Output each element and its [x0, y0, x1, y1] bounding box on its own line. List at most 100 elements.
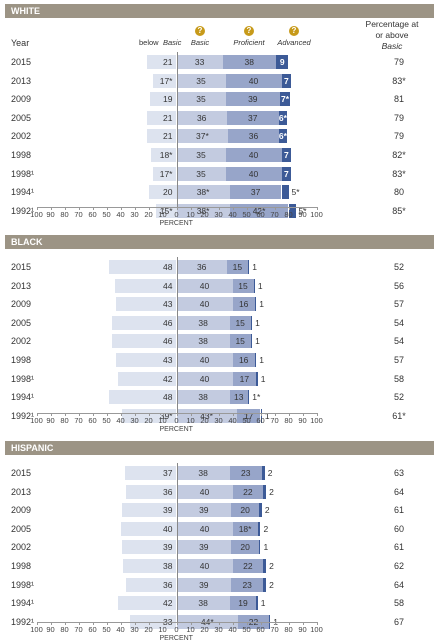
pct-at-or-above-basic: 58 [393, 373, 404, 384]
pct-at-or-above-basic: 79 [393, 57, 404, 67]
x-tick-label: 10 [186, 416, 195, 425]
x-tick-label: 0 [174, 625, 179, 634]
pct-at-or-above-basic: 62 [393, 561, 404, 571]
pct-at-or-above-basic: 58 [393, 598, 404, 609]
x-tick-label: 40 [116, 416, 125, 425]
x-axis-tick [120, 413, 122, 416]
bar-segment-basic: 38 [176, 334, 230, 349]
bar-segment-proficient: 36 [228, 129, 279, 144]
x-axis-tick [92, 207, 94, 210]
x-axis-tick [78, 207, 80, 210]
x-tick-label: 30 [130, 210, 139, 219]
year-label: 2015 [11, 468, 32, 478]
x-tick-label: 40 [228, 416, 237, 425]
x-tick-label: 60 [256, 210, 265, 219]
advanced-value-label: 1 [257, 280, 263, 291]
bar-segment-proficient: 22 [232, 484, 264, 499]
bar-segment-proficient: 39 [225, 92, 281, 107]
proficient-help-icon[interactable]: ? [244, 26, 254, 36]
bar-segment-proficient: 13 [229, 390, 248, 405]
x-tick-label: 60 [88, 625, 97, 634]
x-tick-label: 80 [284, 210, 293, 219]
x-axis-tick [134, 622, 136, 625]
year-label: 1998 [11, 355, 32, 365]
bar-segment-below-basic: 46 [112, 315, 177, 330]
x-tick-label: 50 [242, 625, 251, 634]
x-tick-label: 50 [102, 416, 111, 425]
x-axis-tick [246, 413, 248, 416]
bar-segment-below-basic: 18* [151, 148, 177, 162]
bar-segment-proficient: 15 [226, 260, 248, 274]
x-axis-tick [120, 207, 122, 210]
bar-segment-basic: 35 [176, 92, 226, 107]
year-label: 2013 [11, 75, 32, 86]
x-axis-tick [260, 207, 262, 210]
x-axis-tick [204, 207, 206, 210]
pct-at-or-above-basic: 61 [393, 505, 404, 516]
x-tick-label: 10 [186, 210, 195, 219]
advanced-value-label: 1 [255, 336, 260, 347]
x-tick-label: 0 [174, 210, 179, 219]
pct-at-or-above-basic: 52 [393, 262, 404, 272]
x-axis-tick [134, 413, 136, 416]
zero-line [176, 463, 178, 622]
x-axis-tick [204, 413, 206, 416]
advanced-help-icon[interactable]: ? [289, 26, 299, 36]
x-axis-tick [36, 622, 38, 625]
bar-segment-advanced: 9 [275, 55, 289, 69]
advanced-value-label: 2 [263, 523, 269, 534]
basic-help-icon[interactable]: ? [195, 26, 205, 36]
x-axis-tick [92, 413, 94, 416]
x-tick-label: 50 [102, 625, 111, 634]
year-label: 1992¹ [11, 410, 35, 421]
bar-segment-below-basic: 38 [123, 559, 177, 573]
section-header-hispanic: HISPANIC [5, 441, 434, 455]
bar-segment-proficient: 40 [225, 73, 282, 88]
zero-line [176, 257, 178, 413]
x-axis-tick [190, 207, 192, 210]
bar-segment-advanced [263, 577, 267, 592]
bar-segment-below-basic: 21 [147, 55, 177, 69]
bar-segment-advanced [259, 540, 261, 555]
bar-segment-proficient: 23 [229, 466, 262, 480]
x-axis-tick [64, 622, 66, 625]
year-label: 2002 [11, 336, 32, 347]
year-label: 2009 [11, 505, 32, 516]
bar-segment-proficient: 20 [231, 540, 260, 555]
x-tick-label: 10 [158, 210, 167, 219]
bar-segment-advanced: 7 [281, 166, 292, 181]
x-axis-tick [162, 207, 164, 210]
x-axis-tick [260, 622, 262, 625]
bar-segment-basic: 39 [176, 540, 232, 555]
year-label: 2015 [11, 57, 32, 67]
bar-segment-advanced: 6* [278, 129, 288, 144]
pct-at-or-above-basic: 83* [392, 75, 406, 86]
pct-at-or-above-basic: 52 [393, 392, 404, 403]
x-tick-label: 100 [30, 210, 43, 219]
x-axis-tick [302, 207, 304, 210]
x-tick-label: 0 [174, 416, 179, 425]
bar-segment-proficient: 15 [232, 278, 254, 293]
bar-segment-basic: 35 [176, 73, 226, 88]
x-tick-label: 80 [284, 416, 293, 425]
below-basic-prefix: below [139, 38, 159, 47]
bar-segment-advanced: 7 [281, 73, 292, 88]
year-label: 2005 [11, 112, 32, 123]
x-axis-tick [78, 413, 80, 416]
advanced-value-label: 1 [259, 355, 265, 365]
x-tick-label: 100 [30, 416, 43, 425]
x-axis-tick [218, 622, 220, 625]
bar-segment-proficient: 15 [229, 315, 251, 330]
x-axis-tick [246, 207, 248, 210]
x-axis-tick [288, 622, 290, 625]
bar-segment-proficient: 22 [232, 559, 264, 573]
year-label: 1994¹ [11, 392, 35, 403]
bar-segment-proficient: 20 [231, 503, 260, 518]
x-tick-label: 30 [130, 416, 139, 425]
advanced-value-label: 5* [298, 205, 307, 216]
advanced-value-label: 1 [252, 262, 258, 272]
bar-segment-below-basic: 20 [148, 185, 177, 200]
x-axis-tick [134, 207, 136, 210]
x-tick-label: 20 [200, 210, 209, 219]
bar-segment-below-basic: 43 [116, 353, 177, 367]
